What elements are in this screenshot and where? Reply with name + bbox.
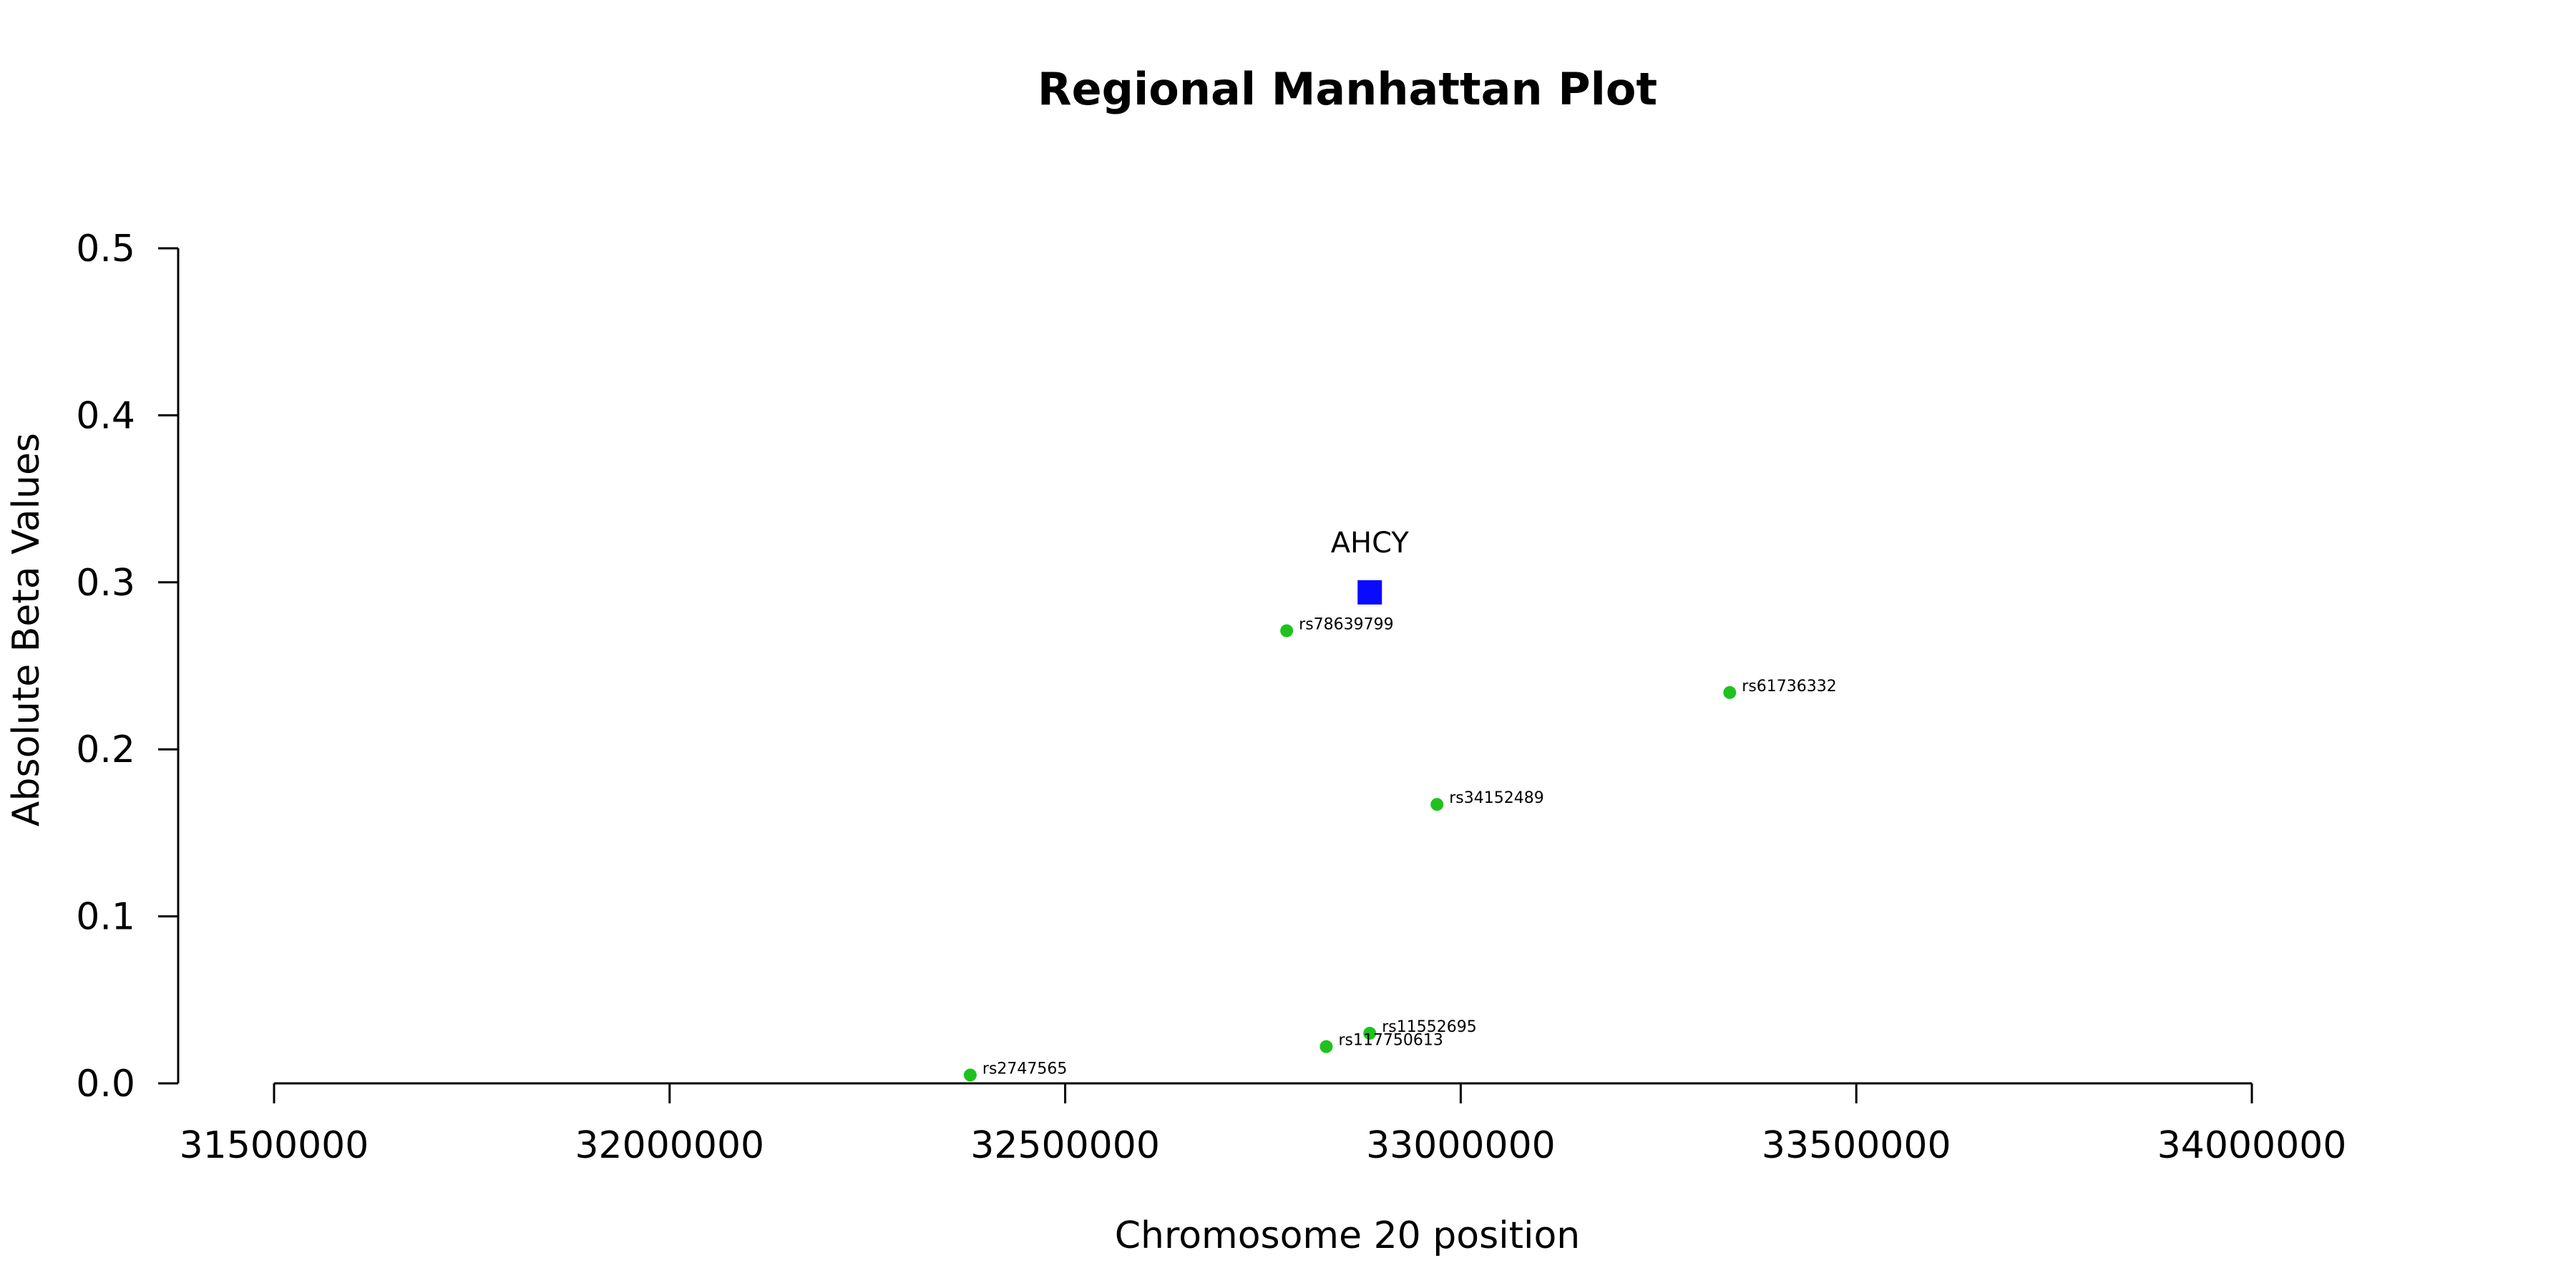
snp-point <box>1280 624 1294 638</box>
gene-marker <box>1357 580 1382 605</box>
x-tick-label: 31500000 <box>180 1124 369 1167</box>
y-tick-label: 0.5 <box>76 228 135 270</box>
snp-label: rs2747565 <box>982 1060 1068 1078</box>
snp-point <box>1430 798 1444 811</box>
chart-title: Regional Manhattan Plot <box>1038 63 1657 115</box>
snp-point <box>1363 1026 1377 1040</box>
snp-point <box>963 1068 977 1082</box>
plot-area: 0.0 0.1 0.2 0.3 0.4 0.5 31500000 32000000 325000… <box>76 228 2346 1167</box>
gene-label: AHCY <box>1331 527 1410 560</box>
snp-label: rs34152489 <box>1449 789 1543 807</box>
snp-label: rs61736332 <box>1742 678 1836 696</box>
y-tick-label: 0.2 <box>76 728 135 771</box>
snp-label: rs117750613 <box>1338 1032 1443 1050</box>
snp-label: rs78639799 <box>1299 615 1393 633</box>
y-tick-label: 0.4 <box>76 394 135 437</box>
y-tick-label: 0.1 <box>76 896 135 939</box>
snp-label: rs11552695 <box>1382 1018 1476 1036</box>
y-axis-title: Absolute Beta Values <box>5 433 48 826</box>
x-tick-label: 34000000 <box>2157 1124 2347 1167</box>
x-tick-label: 33500000 <box>1762 1124 1951 1167</box>
y-tick-label: 0.3 <box>76 562 135 605</box>
y-tick-label: 0.0 <box>76 1063 135 1106</box>
x-tick-label: 33000000 <box>1366 1124 1556 1167</box>
x-tick-label: 32000000 <box>575 1124 764 1167</box>
x-axis-title: Chromosome 20 position <box>1115 1214 1581 1257</box>
x-tick-label: 32500000 <box>970 1124 1160 1167</box>
snp-point <box>1723 686 1737 699</box>
snp-point <box>1319 1040 1333 1053</box>
